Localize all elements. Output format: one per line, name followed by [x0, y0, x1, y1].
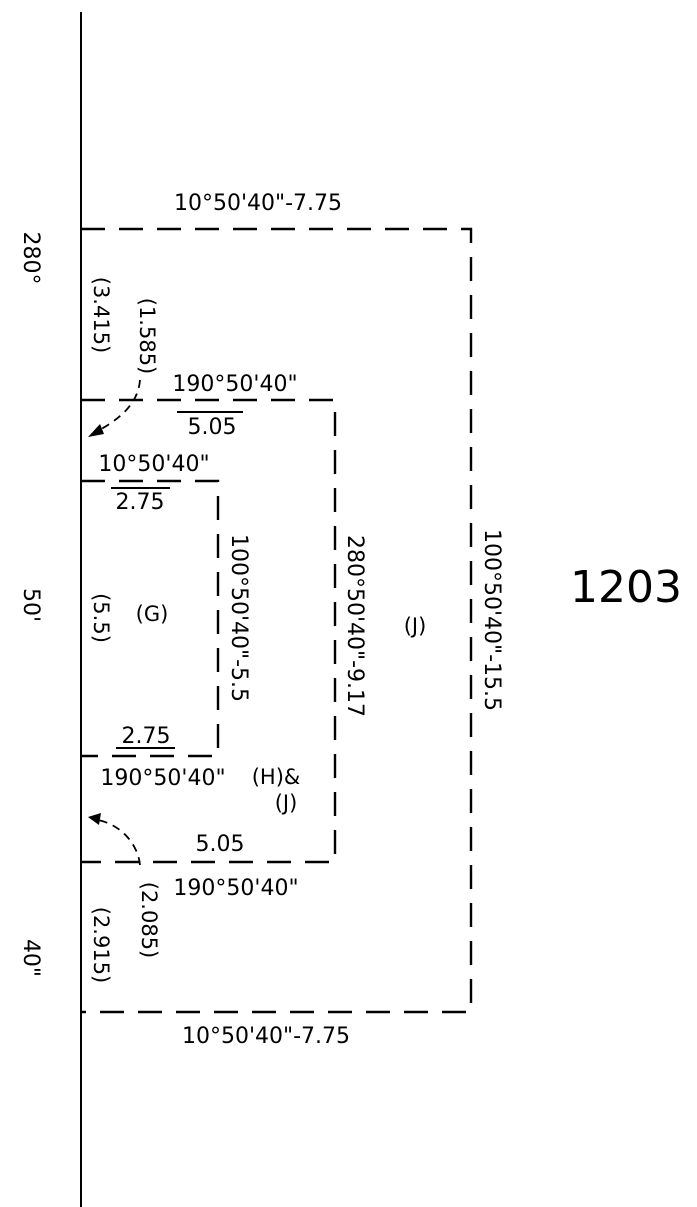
- middle-right-label: 280°50'40"-9.17: [342, 535, 367, 717]
- inner-bottom-bearing: 190°50'40": [100, 766, 225, 791]
- outer-bottom-label: 10°50'40"-7.75: [182, 1024, 350, 1049]
- outer-zone-label: (J): [404, 614, 427, 638]
- outer-right-label: 100°50'40"-15.5: [479, 529, 504, 711]
- middle-box: [81, 398, 337, 864]
- outer-box: [81, 227, 473, 1014]
- inner-zone-label: (G): [136, 602, 169, 626]
- baseline-label-middle: 50': [18, 588, 43, 622]
- inner-top-distance: 2.75: [116, 490, 165, 515]
- inner-top-bearing: 10°50'40": [98, 452, 209, 477]
- inner-right-label: 100°50'40"-5.5: [226, 534, 251, 702]
- inner-left-offset: (5.5): [89, 593, 113, 643]
- baseline-label-upper: 280°: [18, 232, 43, 285]
- middle-bottom-distance: 5.05: [196, 832, 245, 857]
- outer-top-label: 10°50'40"-7.75: [174, 191, 342, 216]
- outer-left-lower-offset: (2.915): [89, 907, 113, 984]
- middle-bottom-bearing: 190°50'40": [173, 876, 298, 901]
- upper-leader-line: [95, 379, 141, 433]
- inner-bottom-distance: 2.75: [122, 724, 171, 749]
- lower-leader-line: [97, 819, 141, 866]
- middle-lower-leader-label: (2.085): [137, 882, 161, 959]
- upper-leader-arrowhead: [88, 424, 104, 437]
- baseline-label-lower: 40": [18, 939, 43, 977]
- outer-left-upper-offset: (3.415): [89, 277, 113, 354]
- middle-top-distance: 5.05: [188, 415, 237, 440]
- lower-leader-arrowhead: [88, 813, 101, 825]
- middle-upper-leader-label: (1.585): [135, 298, 159, 375]
- lot-number: 1203: [570, 562, 682, 613]
- middle-zone-label-line1: (H)&: [252, 765, 301, 789]
- middle-zone-label-line2: (J): [275, 791, 298, 815]
- middle-top-bearing: 190°50'40": [172, 372, 297, 397]
- inner-box: [81, 479, 220, 758]
